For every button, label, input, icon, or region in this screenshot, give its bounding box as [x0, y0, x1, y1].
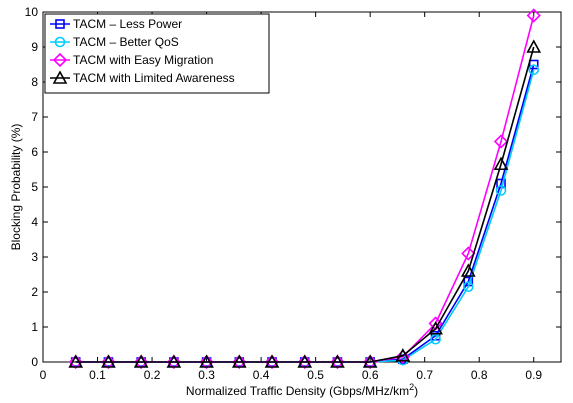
data-point-triangle: [460, 263, 476, 277]
y-tick-label: 4: [31, 215, 38, 229]
legend-marker-triangle: [52, 70, 68, 84]
legend-marker-square: [55, 19, 65, 29]
data-point-triangle: [526, 39, 542, 53]
x-tick-label: 0.6: [362, 368, 379, 382]
data-point-triangle: [264, 354, 280, 368]
data-point-diamond: [461, 246, 476, 261]
data-point-diamond: [330, 354, 345, 370]
y-tick-label: 9: [31, 40, 38, 54]
legend-entry: TACM with Limited Awareness: [50, 70, 235, 85]
data-point-triangle: [101, 354, 116, 368]
data-point-triangle: [362, 354, 378, 368]
series-4: [68, 39, 542, 368]
data-point-triangle: [133, 354, 149, 368]
legend-entry: TACM with Easy Migration: [50, 52, 213, 68]
legend-box: [44, 13, 270, 94]
data-point-circle: [495, 185, 507, 196]
y-tick-label: 8: [31, 75, 38, 89]
x-tick-label: 0.8: [471, 368, 488, 382]
y-tick-label: 2: [31, 285, 38, 299]
data-point-diamond: [526, 8, 541, 23]
x-tick-label: 0.2: [144, 368, 161, 382]
series-line: [75, 46, 535, 363]
data-point-diamond: [166, 354, 181, 370]
x-axis-title-superscript: 2: [409, 382, 414, 392]
y-tick-label: 0: [31, 355, 38, 369]
legend-label: TACM – Better QoS: [73, 35, 179, 49]
data-point-square: [528, 59, 539, 70]
y-tick-label: 5: [31, 180, 38, 194]
data-point-triangle: [166, 354, 182, 368]
x-axis-title-main: Normalized Traffic Density (Gbps/MHz/km: [186, 384, 409, 398]
legend: TACM – Less Power TACM – Better QoS TACM w…: [44, 13, 270, 94]
data-point-diamond: [134, 354, 149, 370]
data-point-circle: [528, 64, 540, 76]
data-point-diamond: [363, 354, 378, 370]
y-axis-title: Blocking Probability (%): [9, 124, 23, 251]
x-tick-label: 0.4: [253, 368, 270, 382]
x-tick-label: 0.1: [89, 368, 106, 382]
legend-label: TACM with Easy Migration: [73, 53, 213, 67]
data-point-diamond: [232, 354, 247, 370]
y-tick-label: 10: [25, 5, 39, 19]
data-point-triangle: [330, 354, 345, 368]
series-layer: [68, 8, 542, 370]
data-point-diamond: [101, 354, 116, 370]
data-point-diamond: [199, 354, 214, 370]
data-point-diamond: [493, 134, 509, 149]
y-tick-label: 6: [31, 145, 38, 159]
legend-entry: TACM – Better QoS: [50, 35, 179, 49]
data-point-triangle: [297, 354, 313, 368]
legend-entry: TACM – Less Power: [50, 17, 182, 31]
x-tick-label: 0.9: [525, 368, 542, 382]
x-tick-label: 0.7: [416, 368, 433, 382]
legend-label: TACM – Less Power: [73, 17, 182, 31]
data-point-triangle: [395, 348, 411, 362]
data-point-circle: [463, 281, 474, 293]
data-point-diamond: [297, 354, 312, 370]
legend-marker-diamond: [52, 52, 68, 68]
data-point-circle: [430, 333, 441, 345]
data-point-triangle: [231, 354, 247, 368]
x-tick-label: 0.3: [198, 368, 215, 382]
y-tick-label: 3: [31, 250, 38, 264]
data-point-triangle: [493, 156, 509, 171]
legend-label: TACM with Limited Awareness: [73, 71, 235, 85]
data-point-diamond: [395, 349, 411, 364]
y-tick-label: 1: [31, 320, 38, 334]
x-tick-label: 0: [40, 368, 47, 382]
data-point-diamond: [264, 354, 280, 370]
data-point-triangle: [199, 354, 214, 368]
y-axis-ticks: 0 1 2 3 4 5 6 7 8 9 10: [25, 5, 561, 369]
data-point-triangle: [428, 321, 443, 335]
x-axis-title-suffix: ): [414, 384, 418, 398]
x-axis-title: Normalized Traffic Density (Gbps/MHz/km2…: [186, 382, 418, 398]
legend-marker-circle: [54, 36, 66, 48]
y-tick-label: 7: [31, 110, 38, 124]
x-tick-label: 0.5: [307, 368, 324, 382]
data-point-diamond: [68, 354, 83, 370]
data-point-triangle: [68, 354, 84, 368]
x-axis-ticks: 0 0.1 0.2 0.3 0.4 0.5 0.6 0.7 0.8 0.9: [40, 12, 542, 382]
